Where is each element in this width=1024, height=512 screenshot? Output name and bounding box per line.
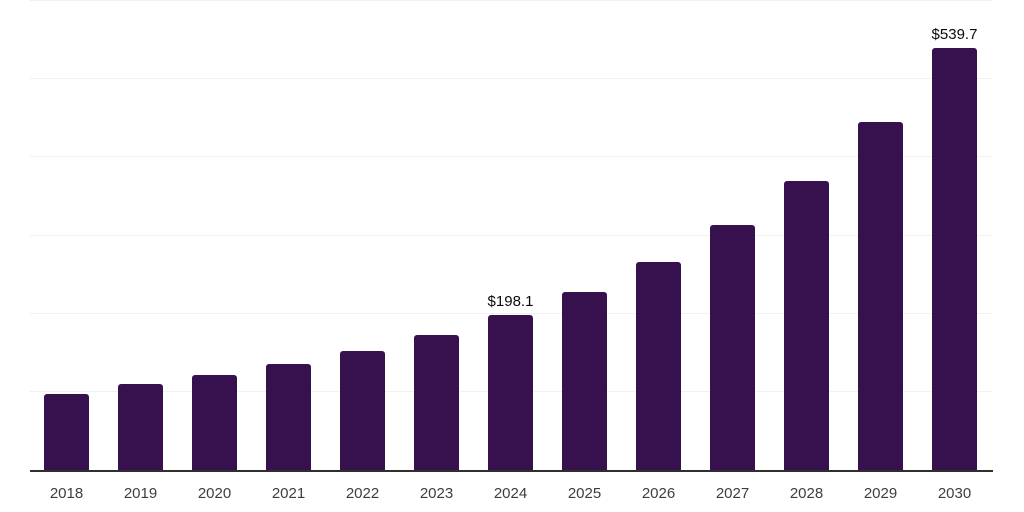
x-tick-2029: 2029	[863, 485, 898, 502]
bar-2020	[192, 374, 237, 470]
bar-2021	[266, 363, 311, 470]
bar-2022	[340, 351, 385, 470]
bar-2029	[858, 122, 903, 470]
bar-2027	[710, 225, 755, 470]
bar-2028	[784, 180, 829, 470]
plot-area: $198.1 $539.7	[30, 0, 993, 472]
x-tick-2021: 2021	[271, 485, 306, 502]
gridline-400	[30, 156, 993, 158]
bar-2019	[118, 384, 163, 470]
x-tick-2022: 2022	[345, 485, 380, 502]
x-tick-2018: 2018	[49, 485, 84, 502]
gridline-300	[30, 234, 993, 236]
x-tick-2023: 2023	[419, 485, 454, 502]
bar-2026	[636, 262, 681, 470]
gridline-200	[30, 312, 993, 314]
x-tick-2028: 2028	[789, 485, 824, 502]
bar-2024	[488, 315, 533, 470]
gridline-600	[30, 0, 993, 1]
x-tick-2024: 2024	[493, 485, 528, 502]
gridline-500	[30, 78, 993, 80]
bar-2018	[44, 394, 89, 470]
value-label-2024: $198.1	[487, 293, 534, 311]
x-axis: 2018 2019 2020 2021 2022 2023 2024 2025 2026 2027…	[30, 485, 993, 505]
x-tick-2025: 2025	[567, 485, 602, 502]
x-tick-2019: 2019	[123, 485, 158, 502]
x-tick-2030: 2030	[937, 485, 972, 502]
x-tick-2026: 2026	[641, 485, 676, 502]
bar-2030	[932, 48, 977, 470]
x-tick-2027: 2027	[715, 485, 750, 502]
bar-2023	[414, 334, 459, 470]
x-tick-2020: 2020	[197, 485, 232, 502]
bar-2025	[562, 291, 607, 470]
value-label-2030: $539.7	[931, 26, 978, 44]
